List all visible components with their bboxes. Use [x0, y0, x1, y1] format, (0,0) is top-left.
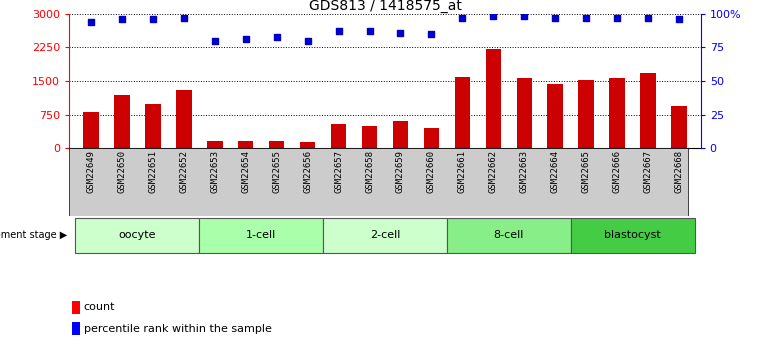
Point — [363, 29, 376, 34]
Bar — [671, 106, 687, 148]
Point — [673, 17, 685, 22]
Bar — [424, 128, 439, 148]
Bar — [547, 84, 563, 148]
Point — [270, 34, 283, 39]
Bar — [207, 141, 223, 148]
Text: 1-cell: 1-cell — [246, 230, 276, 240]
Text: GSM22651: GSM22651 — [149, 150, 157, 193]
Bar — [393, 121, 408, 148]
Text: GSM22650: GSM22650 — [117, 150, 126, 193]
Text: GSM22656: GSM22656 — [303, 150, 312, 193]
Bar — [269, 140, 284, 148]
Text: count: count — [83, 303, 115, 313]
Text: development stage ▶: development stage ▶ — [0, 230, 67, 240]
Point — [487, 14, 500, 19]
Text: GSM22649: GSM22649 — [86, 150, 95, 193]
Title: GDS813 / 1418575_at: GDS813 / 1418575_at — [309, 0, 461, 13]
Point — [116, 17, 128, 22]
Bar — [72, 322, 80, 335]
Bar — [145, 104, 161, 148]
Text: GSM22659: GSM22659 — [396, 150, 405, 193]
Point — [302, 38, 314, 43]
Bar — [362, 126, 377, 148]
Text: GSM22662: GSM22662 — [489, 150, 498, 193]
Bar — [609, 78, 625, 148]
Text: 2-cell: 2-cell — [370, 230, 400, 240]
Bar — [517, 78, 532, 148]
Text: GSM22657: GSM22657 — [334, 150, 343, 193]
Text: percentile rank within the sample: percentile rank within the sample — [83, 324, 271, 334]
Bar — [72, 301, 80, 314]
Point — [580, 15, 592, 21]
Text: 8-cell: 8-cell — [494, 230, 524, 240]
Text: GSM22666: GSM22666 — [613, 150, 621, 193]
Point — [611, 15, 623, 21]
Text: GSM22667: GSM22667 — [644, 150, 653, 193]
Point — [642, 15, 654, 21]
Text: blastocyst: blastocyst — [604, 230, 661, 240]
Bar — [447, 218, 571, 253]
Point — [239, 37, 252, 42]
Point — [549, 15, 561, 21]
Point — [518, 14, 531, 19]
Bar — [199, 218, 323, 253]
Point — [394, 30, 407, 36]
Bar — [176, 90, 192, 148]
Bar — [300, 142, 316, 148]
Text: GSM22658: GSM22658 — [365, 150, 374, 193]
Point — [147, 17, 159, 22]
Bar — [83, 112, 99, 148]
Bar — [75, 218, 199, 253]
Text: GSM22655: GSM22655 — [272, 150, 281, 193]
Point — [425, 31, 437, 37]
Text: GSM22663: GSM22663 — [520, 150, 529, 193]
Point — [209, 38, 221, 43]
Bar — [571, 218, 695, 253]
Bar — [331, 124, 347, 148]
Text: GSM22668: GSM22668 — [675, 150, 684, 193]
Bar — [323, 218, 447, 253]
Text: oocyte: oocyte — [119, 230, 156, 240]
Point — [85, 19, 97, 24]
Text: GSM22660: GSM22660 — [427, 150, 436, 193]
Text: GSM22652: GSM22652 — [179, 150, 189, 193]
Point — [178, 15, 190, 21]
Text: GSM22661: GSM22661 — [458, 150, 467, 193]
Bar — [578, 80, 594, 148]
Bar — [114, 95, 129, 148]
Text: GSM22665: GSM22665 — [581, 150, 591, 193]
Text: GSM22664: GSM22664 — [551, 150, 560, 193]
Bar — [238, 140, 253, 148]
Point — [333, 29, 345, 34]
Text: GSM22653: GSM22653 — [210, 150, 219, 193]
Point — [456, 15, 468, 21]
Text: GSM22654: GSM22654 — [241, 150, 250, 193]
Bar — [641, 73, 656, 148]
Bar — [486, 49, 501, 148]
Bar — [454, 77, 470, 148]
